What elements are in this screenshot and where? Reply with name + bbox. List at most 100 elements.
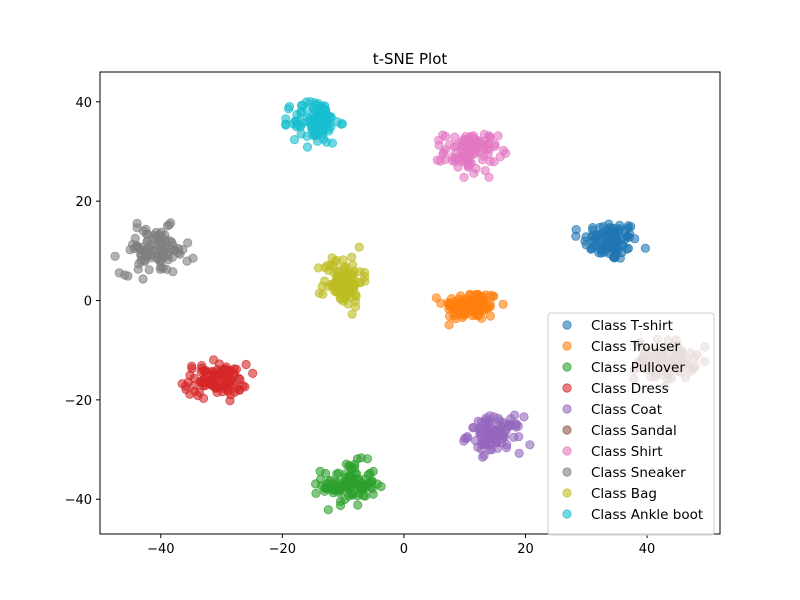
data-point (347, 252, 357, 262)
data-point (209, 355, 219, 365)
legend: Class T-shirt Class Trouser Class Pullover… (547, 312, 715, 536)
series-class-dress (177, 355, 258, 406)
x-tick-label: 40 (639, 542, 656, 557)
data-point (132, 218, 142, 228)
data-point (114, 268, 124, 278)
data-point (123, 271, 133, 281)
data-point (309, 98, 319, 108)
legend-marker (562, 446, 572, 456)
data-point (493, 420, 504, 431)
data-point (352, 454, 362, 464)
data-point (289, 135, 300, 145)
data-point (199, 366, 209, 376)
series-class-bag (313, 242, 370, 319)
data-point (283, 104, 294, 114)
data-point (348, 273, 358, 283)
data-point (314, 288, 324, 298)
data-point (477, 452, 488, 462)
legend-label: Class Sandal (591, 423, 677, 439)
data-point (431, 293, 441, 303)
data-point (514, 432, 524, 442)
data-point (352, 490, 363, 501)
data-point (434, 135, 444, 145)
data-point (614, 220, 625, 230)
data-point (319, 105, 329, 116)
data-point (498, 299, 508, 309)
data-point (291, 122, 302, 132)
data-point (149, 230, 159, 240)
data-point (459, 172, 469, 182)
data-point (144, 265, 154, 275)
data-point (335, 496, 346, 506)
data-point (472, 289, 482, 299)
data-point (445, 298, 455, 308)
data-point (353, 500, 363, 510)
data-point (210, 383, 220, 393)
x-tick-label: −20 (269, 542, 296, 557)
series-class-coat (459, 410, 535, 462)
data-point (130, 233, 140, 243)
legend-label: Class Ankle boot (591, 507, 703, 523)
data-point (240, 382, 250, 392)
y-tick-label: −20 (65, 394, 92, 409)
legend-box (547, 312, 715, 536)
data-point (324, 126, 334, 136)
data-point (344, 461, 354, 471)
data-point (326, 112, 336, 122)
data-point (525, 440, 535, 450)
data-point (470, 141, 481, 151)
data-point (571, 231, 581, 241)
data-point (166, 218, 176, 228)
data-point (178, 245, 188, 255)
data-point (197, 378, 207, 388)
data-point (493, 131, 503, 141)
data-point (310, 126, 320, 136)
data-point (440, 145, 451, 155)
data-point (479, 129, 489, 139)
data-point (142, 236, 152, 247)
data-point (486, 445, 497, 455)
data-point (327, 138, 337, 148)
legend-marker (562, 404, 572, 414)
data-point (466, 148, 476, 158)
data-point (323, 505, 333, 515)
data-point (138, 274, 148, 284)
data-point (447, 156, 457, 166)
series-class-sneaker (110, 218, 198, 284)
data-point (481, 141, 491, 151)
data-point (488, 291, 499, 301)
legend-marker (562, 509, 572, 519)
data-point (350, 289, 360, 299)
data-point (360, 272, 370, 282)
series-class-pullover (310, 453, 386, 515)
y-tick-label: 40 (75, 96, 92, 111)
data-point (514, 448, 524, 458)
data-point (470, 435, 481, 446)
data-point (302, 117, 313, 127)
legend-label: Class Shirt (591, 444, 663, 460)
legend-marker (562, 383, 572, 393)
legend-label: Class Bag (591, 486, 657, 502)
data-point (481, 426, 491, 436)
data-point (185, 389, 195, 399)
data-point (323, 281, 333, 291)
data-point (630, 234, 640, 244)
data-point (513, 421, 523, 431)
data-point (450, 132, 460, 142)
data-point (344, 473, 354, 483)
data-point (167, 237, 177, 247)
data-point (481, 297, 492, 307)
data-point (609, 237, 619, 247)
data-point (593, 230, 604, 240)
legend-label: Class Trouser (591, 339, 680, 355)
data-point (456, 303, 466, 314)
data-point (440, 155, 450, 165)
data-point (125, 245, 135, 255)
data-point (459, 436, 469, 446)
data-point (350, 302, 361, 312)
data-point (509, 410, 520, 420)
series-class-t-shirt (571, 219, 651, 263)
data-point (296, 100, 306, 111)
axes-layer: −40 −20 0 20 40 −40 −20 0 20 40 (65, 71, 721, 557)
